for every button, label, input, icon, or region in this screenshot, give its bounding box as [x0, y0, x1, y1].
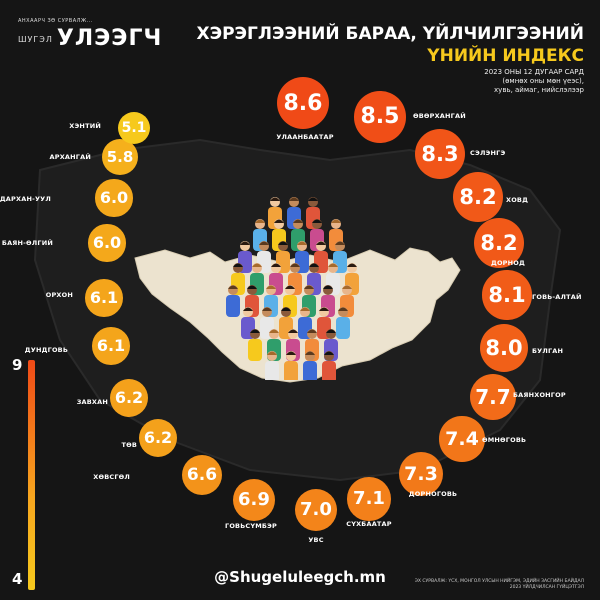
region-label: ДОРНОД — [490, 259, 526, 267]
index-bubble: 8.5 — [354, 91, 406, 143]
region-label: ХЭНТИЙ — [69, 122, 101, 130]
index-bubble: 7.3 — [398, 451, 444, 497]
region-label: ТӨВ — [121, 441, 137, 449]
person-figure — [264, 285, 278, 317]
people-group-illustration — [226, 197, 359, 380]
index-bubble: 7.0 — [294, 488, 338, 532]
index-bubble: 7.1 — [347, 477, 391, 521]
scale-min-label: 4 — [12, 570, 23, 588]
index-bubble: 6.1 — [92, 327, 130, 365]
person-figure — [284, 351, 298, 380]
person-figure — [329, 219, 343, 251]
index-bubble: 8.3 — [414, 128, 466, 180]
index-bubble: 8.6 — [277, 77, 329, 129]
region-label: АРХАНГАЙ — [49, 153, 91, 161]
person-figure — [248, 329, 262, 361]
brand-logo: ШУГЭЛ УЛЭЭГЧ — [18, 26, 162, 51]
scale-max-label: 9 — [12, 356, 23, 374]
region-label: ГОВЬ-АЛТАЙ — [532, 293, 582, 301]
person-figure — [265, 351, 279, 380]
region-label: ХОВД — [506, 196, 529, 204]
index-bubble: 6.2 — [109, 378, 149, 418]
person-figure — [336, 307, 350, 339]
index-bubble: 6.2 — [138, 418, 178, 458]
index-bubble: 7.7 — [469, 373, 517, 421]
subtitle-date: 2023 ОНЫ 12 ДУГААР САРД — [484, 68, 584, 76]
region-label: ОРХОН — [45, 291, 73, 299]
region-label: СЭЛЭНГЭ — [470, 149, 506, 157]
index-bubble: 6.0 — [95, 179, 133, 217]
person-figure — [322, 351, 336, 380]
region-label: УЛААНБААТАР — [276, 133, 334, 141]
region-label: ГОВЬСҮМБЭР — [224, 522, 277, 530]
index-bubble: 8.1 — [482, 270, 532, 320]
index-bubble: 8.0 — [479, 323, 529, 373]
page-title-highlight: ҮНИЙН ИНДЕКС — [427, 46, 584, 66]
color-scale-bar — [28, 360, 35, 590]
region-label: ӨВӨРХАНГАЙ — [413, 112, 466, 120]
index-bubble: 6.6 — [181, 454, 223, 496]
region-label: ДОРНОГОВЬ — [408, 490, 458, 498]
person-figure — [303, 351, 317, 380]
index-bubble: 8.2 — [453, 172, 503, 222]
index-bubble: 6.1 — [85, 279, 123, 317]
region-label: ӨМНӨГОВЬ — [482, 436, 527, 444]
brand-tagline: АНХААРЧ ЗӨ СУРВАЛЖ... — [18, 18, 94, 24]
region-label: БАЯН-ӨЛГИЙ — [1, 239, 53, 247]
index-bubble: 6.9 — [232, 478, 276, 522]
brand-name: УЛЭЭГЧ — [56, 26, 163, 51]
region-label: БУЛГАН — [532, 347, 564, 355]
region-label: УВС — [308, 536, 324, 544]
subtitle-unit: хувь, аймаг, нийслэлээр — [494, 86, 584, 94]
region-label: ЗАВХАН — [76, 398, 108, 406]
index-bubble: 5.1 — [118, 112, 150, 144]
index-bubble: 6.0 — [88, 224, 126, 262]
region-label: ДАРХАН-УУЛ — [0, 195, 51, 203]
page-title: ХЭРЭГЛЭЭНИЙ БАРАА, ҮЙЛЧИЛГЭЭНИЙ — [196, 24, 585, 44]
social-handle: @Shugeluleegch.mn — [214, 568, 386, 586]
index-bubble: 8.2 — [474, 218, 524, 268]
subtitle-comparison: (өмнөх оны мөн үеэс), — [502, 77, 584, 85]
person-figure — [226, 285, 240, 317]
region-label: СҮХБААТАР — [346, 520, 392, 528]
source-note: ЭХ СУРВАЛЖ: ҮСХ, МОНГОЛ УЛСЫН НИЙГЭМ, ЭД… — [414, 579, 584, 584]
brand-prefix: ШУГЭЛ — [18, 34, 53, 44]
source-note-year: 2023 ҮЙЛДЧИЛСАН ГҮЙЦЭТГЭЛ — [509, 585, 584, 590]
region-label: ХӨВСГӨЛ — [93, 473, 130, 481]
index-bubble: 7.4 — [439, 416, 485, 462]
region-label: БАЯНХОНГОР — [513, 391, 566, 399]
region-label: ДУНДГОВЬ — [24, 346, 68, 354]
index-bubble: 5.8 — [102, 139, 138, 175]
person-figure — [305, 329, 319, 361]
